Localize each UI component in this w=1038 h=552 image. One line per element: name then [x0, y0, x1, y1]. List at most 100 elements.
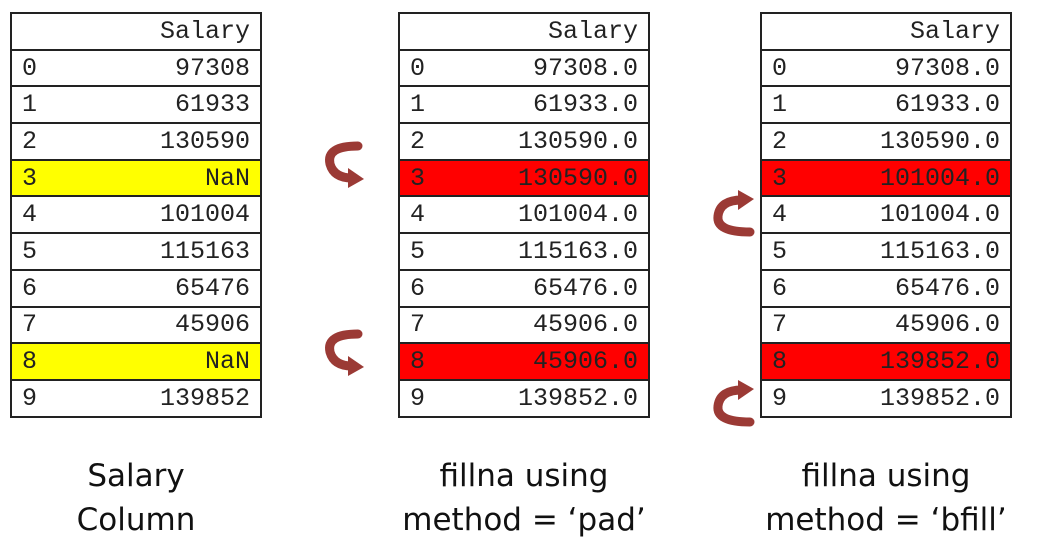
row-index: 4: [9, 195, 73, 235]
row-index: 3: [398, 158, 450, 198]
cell-value: 139852.0: [811, 378, 1013, 418]
bfill-table: Salary 0 97308.0 1 61933.0 2 130590.0 3 1010…: [760, 12, 1013, 418]
cell-value: 139852: [72, 378, 262, 418]
cell-value: 115163.0: [449, 232, 651, 271]
table-row: 7 45906: [9, 305, 262, 345]
table-row: 3 130590.0: [398, 158, 651, 198]
row-index: 4: [760, 195, 812, 235]
table-row: 1 61933.0: [760, 85, 1013, 125]
column-header: Salary: [72, 12, 262, 51]
table-header-row: Salary: [760, 12, 1013, 51]
row-index: 8: [760, 342, 812, 381]
cell-value: 65476.0: [811, 268, 1013, 308]
table-row: 7 45906.0: [398, 305, 651, 345]
row-index: 7: [398, 305, 450, 345]
index-header: [760, 12, 812, 51]
table-row: 3 NaN: [9, 158, 262, 198]
row-index: 9: [398, 378, 450, 418]
row-index: 1: [9, 85, 73, 125]
pad-panel: Salary 0 97308.0 1 61933.0 2 130590.0 3 1305…: [398, 12, 651, 418]
row-index: 9: [760, 378, 812, 418]
row-index: 7: [9, 305, 73, 345]
table-row: 6 65476.0: [398, 268, 651, 308]
curved-arrow-down-icon: [325, 141, 364, 188]
cell-value: 130590.0: [449, 158, 651, 198]
caption-line: method = ‘bfill’: [765, 502, 1007, 538]
column-header: Salary: [811, 12, 1013, 51]
table-row: 0 97308.0: [760, 48, 1013, 88]
bfill-caption: fillna using method = ‘bfill’: [748, 454, 1024, 542]
cell-value: 101004.0: [449, 195, 651, 235]
row-index: 2: [398, 122, 450, 161]
table-row: 2 130590: [9, 122, 262, 161]
caption-line: fillna using: [439, 458, 609, 494]
table-row: 6 65476: [9, 268, 262, 308]
cell-value: 97308.0: [449, 48, 651, 88]
row-index: 4: [398, 195, 450, 235]
table-row: 7 45906.0: [760, 305, 1013, 345]
bfill-panel: Salary 0 97308.0 1 61933.0 2 130590.0 3 1010…: [760, 12, 1013, 418]
row-index: 0: [398, 48, 450, 88]
curved-arrow-down-icon: [325, 329, 364, 376]
cell-value: 65476: [72, 268, 262, 308]
salary-column-caption: Salary Column: [10, 454, 262, 542]
row-index: 6: [398, 268, 450, 308]
table-row: 9 139852.0: [760, 378, 1013, 418]
table-row: 9 139852: [9, 378, 262, 418]
pad-caption: fillna using method = ‘pad’: [390, 454, 658, 542]
cell-value: 61933: [72, 85, 262, 125]
table-header-row: Salary: [9, 12, 262, 51]
cell-value: 130590.0: [449, 122, 651, 161]
row-index: 5: [398, 232, 450, 271]
caption-line: method = ‘pad’: [402, 502, 646, 538]
row-index: 6: [9, 268, 73, 308]
index-header: [9, 12, 73, 51]
table-row: 4 101004.0: [398, 195, 651, 235]
row-index: 9: [9, 378, 73, 418]
caption-line: Column: [76, 502, 196, 538]
cell-value: 130590: [72, 122, 262, 161]
table-row: 8 45906.0: [398, 342, 651, 381]
cell-value: 97308: [72, 48, 262, 88]
table-row: 4 101004: [9, 195, 262, 235]
row-index: 3: [760, 158, 812, 198]
table-row: 6 65476.0: [760, 268, 1013, 308]
table-row: 4 101004.0: [760, 195, 1013, 235]
table-row: 2 130590.0: [760, 122, 1013, 161]
table-row: 5 115163.0: [398, 232, 651, 271]
salary-column-panel: Salary 0 97308 1 61933 2 130590 3 NaN 4 10100…: [9, 12, 262, 418]
salary-table: Salary 0 97308 1 61933 2 130590 3 NaN 4 10100…: [9, 12, 262, 418]
row-index: 0: [760, 48, 812, 88]
row-index: 5: [9, 232, 73, 271]
table-row: 0 97308.0: [398, 48, 651, 88]
row-index: 7: [760, 305, 812, 345]
cell-value: 101004: [72, 195, 262, 235]
table-row: 2 130590.0: [398, 122, 651, 161]
curved-arrow-up-icon: [713, 380, 755, 427]
cell-value: 65476.0: [449, 268, 651, 308]
cell-value: 130590.0: [811, 122, 1013, 161]
cell-value: 115163.0: [811, 232, 1013, 271]
table-row: 0 97308: [9, 48, 262, 88]
cell-value: 115163: [72, 232, 262, 271]
row-index: 1: [398, 85, 450, 125]
row-index: 6: [760, 268, 812, 308]
row-index: 2: [760, 122, 812, 161]
row-index: 3: [9, 158, 73, 198]
cell-value: 61933.0: [449, 85, 651, 125]
row-index: 5: [760, 232, 812, 271]
row-index: 2: [9, 122, 73, 161]
cell-value: 139852.0: [811, 342, 1013, 381]
row-index: 8: [398, 342, 450, 381]
cell-value: NaN: [72, 342, 262, 381]
curved-arrow-up-icon: [713, 190, 755, 237]
cell-value: 45906.0: [449, 342, 651, 381]
cell-value: 61933.0: [811, 85, 1013, 125]
row-index: 8: [9, 342, 73, 381]
caption-line: fillna using: [801, 458, 971, 494]
cell-value: 101004.0: [811, 158, 1013, 198]
table-row: 1 61933.0: [398, 85, 651, 125]
pad-table: Salary 0 97308.0 1 61933.0 2 130590.0 3 1305…: [398, 12, 651, 418]
cell-value: NaN: [72, 158, 262, 198]
cell-value: 101004.0: [811, 195, 1013, 235]
